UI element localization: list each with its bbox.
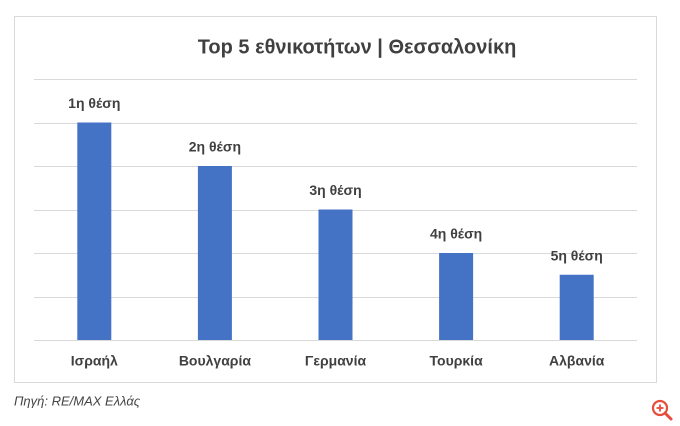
- source-note: Πηγή: RE/MAX Ελλάς: [14, 393, 141, 408]
- zoom-icon[interactable]: [651, 399, 673, 421]
- x-tick-label: Αλβανία: [549, 353, 605, 369]
- bar-label: 2η θέση: [189, 139, 241, 155]
- bar: [318, 209, 353, 340]
- bar-label: 4η θέση: [430, 226, 482, 242]
- bar: [439, 253, 474, 340]
- x-tick-label: Βουλγαρία: [179, 353, 252, 369]
- bar-label: 3η θέση: [309, 182, 361, 198]
- bar: [77, 122, 112, 340]
- chart-title: Top 5 εθνικοτήτων | Θεσσαλονίκη: [198, 36, 517, 58]
- x-tick-label: Τουρκία: [430, 353, 484, 369]
- zoom-handle[interactable]: [663, 411, 673, 421]
- bar: [197, 166, 232, 340]
- x-tick-label: Γερμανία: [305, 353, 367, 369]
- x-tick-label: Ισραήλ: [71, 353, 118, 369]
- bar: [559, 274, 594, 340]
- bar-label: 5η θέση: [551, 247, 603, 263]
- bar-label: 1η θέση: [68, 95, 120, 111]
- zoom-lens[interactable]: [651, 399, 669, 417]
